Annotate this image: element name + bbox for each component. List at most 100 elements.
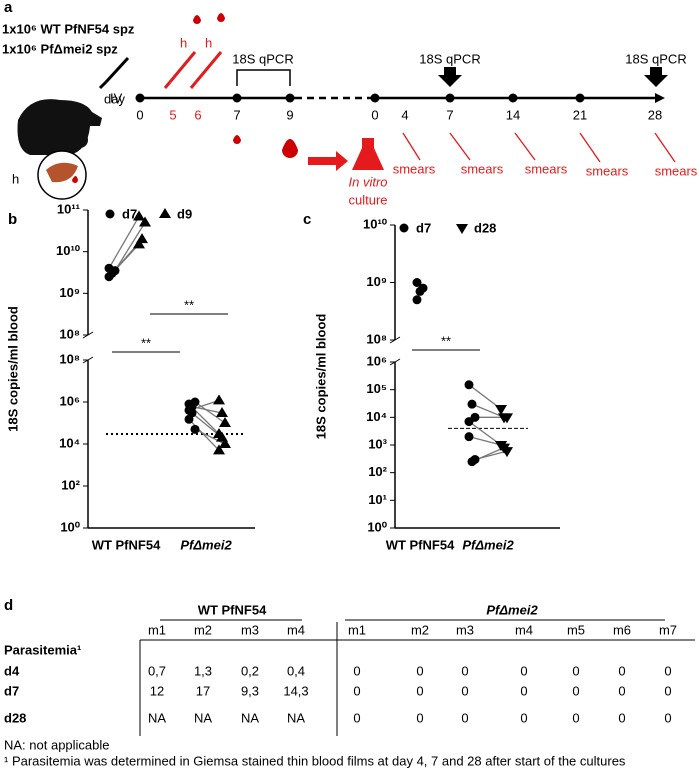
cell: 0: [664, 710, 671, 725]
significance: **: [184, 297, 194, 312]
y-tick-label: 10⁰: [60, 519, 80, 534]
smear-arrows: [402, 132, 676, 163]
blood-mark: h: [180, 35, 187, 50]
point: [213, 444, 225, 455]
column-header: m3: [456, 622, 474, 637]
mouse-ear: [72, 132, 88, 148]
y-tick-label: 10¹⁰: [363, 216, 388, 231]
y-tick-label: 10¹¹: [57, 201, 80, 216]
cell: 12: [150, 683, 164, 698]
cell: 0: [572, 663, 579, 678]
day-dot: [135, 93, 145, 103]
point: [470, 454, 480, 464]
day-number: 28: [648, 107, 662, 122]
pair-line: [471, 403, 505, 418]
cell: 0: [353, 683, 360, 698]
legend-marker: [456, 224, 468, 234]
inoculum: 1x10⁶ PfΔmei2 spz: [2, 41, 118, 56]
day-dot: [445, 93, 455, 103]
point: [501, 447, 513, 458]
point: [184, 399, 194, 409]
panel-label: b: [8, 211, 17, 228]
pair-line: [474, 450, 508, 461]
blood-drops: [193, 13, 298, 158]
cell: 0: [618, 683, 625, 698]
column-header: m5: [567, 622, 585, 637]
y-tick-label: 10⁸: [59, 326, 80, 341]
point: [219, 417, 231, 427]
panel-label: a: [4, 0, 13, 16]
column-header: m3: [241, 622, 259, 637]
point: [501, 413, 513, 424]
legend-label: d7: [122, 206, 137, 221]
y-axis-label: 18S copies/ml blood: [313, 314, 328, 440]
day-dot: [370, 93, 380, 103]
pair-line: [468, 384, 502, 410]
day-number: 7: [233, 107, 240, 122]
day-number: 0: [136, 107, 143, 122]
row-label: d7: [4, 683, 19, 698]
cell: 17: [196, 683, 210, 698]
cell: 0: [416, 663, 423, 678]
point: [495, 441, 507, 451]
day-dot: [575, 93, 585, 103]
liver: [46, 162, 78, 183]
route: IV: [110, 90, 123, 105]
culture: culture: [348, 192, 387, 207]
point: [184, 414, 194, 424]
y-tick-label: 10⁴: [366, 409, 387, 424]
cell: 0: [572, 710, 579, 725]
point: [213, 394, 225, 405]
cell: NA: [241, 710, 259, 725]
column-header: m6: [613, 622, 631, 637]
syringes-red: [163, 51, 223, 89]
section-label: Parasitemia¹: [4, 642, 81, 657]
point: [412, 278, 422, 287]
cell: 0: [461, 663, 468, 678]
y-tick-label: 10³: [368, 436, 387, 451]
point: [133, 238, 145, 249]
point: [467, 399, 477, 409]
smears: smears: [525, 161, 568, 176]
schematic: [17, 13, 676, 200]
qpcr-label: 18S qPCR: [419, 51, 480, 66]
pair-line: [194, 401, 226, 424]
arrowhead: [655, 93, 665, 103]
point: [216, 406, 228, 417]
x-tick-label: WT PfNF54: [386, 537, 455, 552]
bracket: [236, 69, 291, 86]
point: [464, 432, 474, 442]
y-tick-label: 10⁶: [367, 353, 387, 368]
panel-label: c: [303, 211, 311, 228]
point: [190, 424, 200, 434]
legend-marker: [159, 208, 171, 218]
cell: 1,3: [194, 663, 212, 678]
mouse: [17, 99, 102, 155]
day-number: 7: [446, 107, 453, 122]
point: [418, 283, 428, 293]
pair-line: [108, 216, 140, 269]
footnote: ¹ Parasitemia was determined in Giemsa s…: [4, 753, 626, 768]
column-header: m2: [194, 622, 212, 637]
group-header: WT PfNF54: [198, 602, 267, 617]
syringe: [98, 56, 130, 90]
x-tick-label: PfΔmei2: [462, 537, 514, 552]
legend-marker: [105, 209, 115, 219]
day-label: day: [104, 91, 125, 106]
culture: In vitro: [348, 174, 387, 189]
cell: 0: [618, 663, 625, 678]
day-dot: [508, 93, 518, 103]
y-tick-label: 10⁰: [367, 519, 387, 534]
smears: smears: [586, 163, 629, 178]
cell: 0: [416, 683, 423, 698]
day-number: 14: [506, 107, 520, 122]
column-header: m7: [659, 622, 677, 637]
cell: 0: [664, 663, 671, 678]
pair-line: [188, 418, 220, 451]
significance: **: [141, 335, 151, 350]
legend-label: d7: [416, 220, 431, 235]
cell: NA: [148, 710, 166, 725]
point: [464, 417, 474, 427]
legend-marker: [399, 223, 409, 233]
